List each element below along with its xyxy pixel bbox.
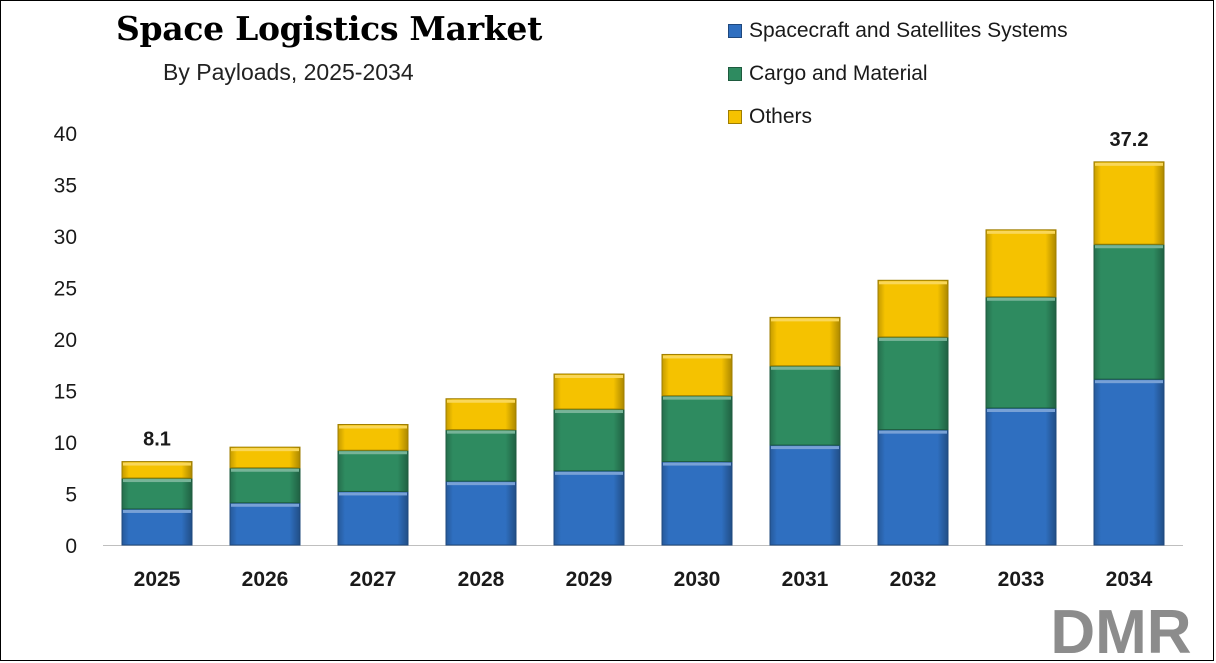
y-tick-label: 20 — [54, 329, 77, 352]
bar-bevel-2032-series-1 — [879, 337, 947, 341]
bar-bevel-2029-series-2 — [555, 375, 623, 379]
bar-segment-2029-series-1 — [553, 408, 625, 472]
bar-segment-2029-series-2 — [553, 373, 625, 410]
bar-segment-2026-series-2 — [229, 446, 301, 469]
bar-segment-2032-series-1 — [877, 336, 949, 431]
bar-bevel-2031-series-0 — [771, 446, 839, 450]
y-tick-label: 30 — [54, 226, 77, 249]
legend-item-cargo: Cargo and Material — [728, 52, 1068, 95]
bar-segment-2027-series-0 — [337, 490, 409, 546]
bar-segment-2027-series-1 — [337, 449, 409, 492]
bar-segment-2033-series-2 — [985, 229, 1057, 298]
bar-segment-2030-series-0 — [661, 461, 733, 546]
bar-segment-2026-series-0 — [229, 502, 301, 546]
y-tick-label: 15 — [54, 381, 77, 404]
x-tick-label-2031: 2031 — [782, 568, 829, 591]
legend-label-others: Others — [749, 104, 813, 128]
y-tick-label: 5 — [65, 484, 77, 507]
y-tick-label: 35 — [54, 175, 77, 198]
bar-segment-2029-series-0 — [553, 470, 625, 546]
dmr-logo: DMR — [1050, 599, 1191, 659]
x-tick-label-2032: 2032 — [890, 568, 937, 591]
bar-bevel-2031-series-2 — [771, 318, 839, 322]
x-tick-label-2030: 2030 — [674, 568, 721, 591]
bar-segment-2025-series-0 — [121, 508, 193, 546]
x-tick-label-2034: 2034 — [1106, 568, 1153, 591]
legend-label-cargo: Cargo and Material — [749, 61, 928, 85]
dmr-logo-text: DMR — [1050, 599, 1191, 659]
x-tick-label-2028: 2028 — [458, 568, 505, 591]
bar-bevel-2030-series-0 — [663, 462, 731, 466]
bar-bevel-2034-series-2 — [1095, 162, 1163, 166]
bar-bevel-2025-series-2 — [123, 462, 191, 466]
chart-subtitle: By Payloads, 2025-2034 — [163, 59, 414, 85]
x-tick-label-2033: 2033 — [998, 568, 1045, 591]
bar-segment-2034-series-1 — [1093, 243, 1165, 380]
bar-bevel-2033-series-2 — [987, 230, 1055, 234]
bar-segment-2031-series-0 — [769, 444, 841, 546]
bar-bevel-2033-series-1 — [987, 297, 1055, 301]
bar-segment-2031-series-1 — [769, 365, 841, 446]
bar-bevel-2027-series-2 — [339, 425, 407, 429]
bar-bevel-2025-series-0 — [123, 509, 191, 513]
bar-segment-2032-series-2 — [877, 279, 949, 338]
bar-bevel-2034-series-0 — [1095, 380, 1163, 384]
y-tick-label: 40 — [54, 123, 77, 146]
y-tick-label: 10 — [54, 432, 77, 455]
bar-bevel-2028-series-2 — [447, 399, 515, 403]
bar-segment-2027-series-2 — [337, 423, 409, 451]
x-tick-label-2027: 2027 — [350, 568, 397, 591]
bar-bevel-2028-series-1 — [447, 430, 515, 434]
bar-segment-2028-series-1 — [445, 429, 517, 482]
legend-swatch-spacecraft — [728, 23, 742, 38]
bar-segment-2034-series-0 — [1093, 378, 1165, 546]
bar-bevel-2029-series-1 — [555, 410, 623, 414]
bar-bevel-2032-series-0 — [879, 430, 947, 434]
chart-title: Space Logistics Market — [116, 9, 543, 48]
y-tick-label: 0 — [65, 535, 77, 558]
legend-label-spacecraft: Spacecraft and Satellites Systems — [749, 18, 1068, 42]
x-tick-label-2026: 2026 — [242, 568, 289, 591]
bar-bevel-2026-series-1 — [231, 468, 299, 472]
bar-segment-2026-series-1 — [229, 467, 301, 504]
data-label-2034: 37.2 — [1110, 129, 1149, 151]
bar-bevel-2028-series-0 — [447, 482, 515, 486]
bar-bevel-2025-series-1 — [123, 479, 191, 483]
bar-segment-2028-series-0 — [445, 480, 517, 546]
bar-segment-2034-series-2 — [1093, 161, 1165, 245]
bar-bevel-2027-series-1 — [339, 451, 407, 455]
bar-bevel-2033-series-0 — [987, 409, 1055, 413]
x-tick-label-2025: 2025 — [134, 568, 181, 591]
bar-bevel-2026-series-0 — [231, 503, 299, 507]
bar-bevel-2031-series-1 — [771, 366, 839, 370]
bar-segment-2033-series-0 — [985, 407, 1057, 546]
chart-legend: Spacecraft and Satellites Systems Cargo … — [728, 9, 1068, 138]
bar-bevel-2030-series-2 — [663, 355, 731, 359]
legend-swatch-others — [728, 109, 742, 124]
bar-segment-2031-series-2 — [769, 316, 841, 367]
legend-item-spacecraft: Spacecraft and Satellites Systems — [728, 9, 1068, 52]
bar-bevel-2027-series-0 — [339, 492, 407, 496]
bar-segment-2028-series-2 — [445, 398, 517, 431]
data-label-2025: 8.1 — [143, 429, 171, 451]
bar-segment-2025-series-2 — [121, 461, 193, 479]
bar-bevel-2030-series-1 — [663, 396, 731, 400]
bar-segment-2033-series-1 — [985, 296, 1057, 409]
bar-bevel-2029-series-0 — [555, 471, 623, 475]
legend-item-others: Others — [728, 95, 1068, 138]
bar-bevel-2026-series-2 — [231, 448, 299, 452]
bar-segment-2032-series-0 — [877, 429, 949, 546]
legend-swatch-cargo — [728, 66, 742, 81]
bar-bevel-2032-series-2 — [879, 281, 947, 285]
bar-segment-2030-series-1 — [661, 395, 733, 463]
bar-bevel-2034-series-1 — [1095, 245, 1163, 249]
bar-segment-2025-series-1 — [121, 477, 193, 510]
bar-segment-2030-series-2 — [661, 353, 733, 397]
x-tick-label-2029: 2029 — [566, 568, 613, 591]
y-tick-label: 25 — [54, 278, 77, 301]
